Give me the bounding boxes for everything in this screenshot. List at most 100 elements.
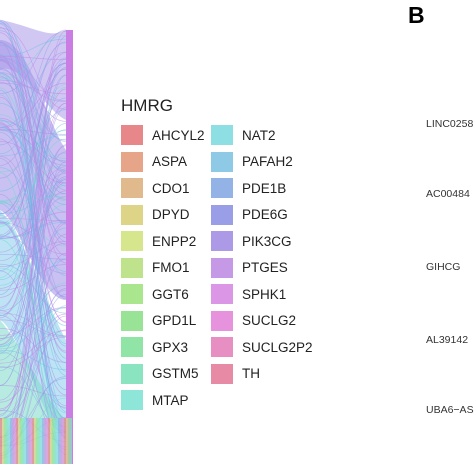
flow-line [0, 59, 67, 225]
legend-swatch [211, 363, 233, 384]
legend-swatch [211, 125, 233, 146]
flow-line [0, 23, 67, 359]
legend-item: SUCLG2P2 [211, 334, 313, 361]
legend-item: PAFAH2 [211, 149, 313, 176]
legend-label: PAFAH2 [242, 154, 293, 170]
stratum-stripe [68, 418, 70, 464]
stratum-stripe [64, 418, 66, 464]
legend-label: PDE6G [242, 207, 288, 223]
legend-swatch [211, 337, 233, 358]
panel-b-y-label-3: GIHCG [426, 261, 461, 273]
legend-swatch [121, 337, 143, 358]
flow-line [0, 167, 67, 272]
legend-label: ASPA [152, 154, 188, 170]
legend-title: HMRG [121, 96, 173, 115]
flow-line [0, 76, 67, 172]
flow-line [0, 27, 67, 110]
flow-line [0, 319, 67, 338]
flow-line [0, 72, 67, 141]
legend-label: CDO1 [152, 180, 190, 196]
stratum-stripe [2, 418, 4, 464]
legend-swatch [211, 231, 233, 252]
flow-line [0, 196, 67, 203]
legend-item: GPX3 [121, 334, 205, 361]
flow-line [0, 194, 67, 396]
legend-item: CDO1 [121, 175, 205, 202]
flow-line [0, 58, 67, 354]
legend-label: AHCYL2 [152, 127, 205, 143]
legend-swatch [121, 178, 143, 199]
flow-line [0, 173, 67, 262]
legend-swatch [211, 151, 233, 172]
legend-label: NAT2 [242, 127, 276, 143]
legend-swatch [121, 151, 143, 172]
panel-b-label: B [408, 2, 425, 28]
legend-item: AHCYL2 [121, 122, 205, 149]
legend-column-1: AHCYL2 ASPA CDO1 DPYD ENPP2 FMO1 GGT6 GPD1L GPX3… [121, 122, 205, 414]
legend-swatch [121, 231, 143, 252]
legend-item: FMO1 [121, 255, 205, 282]
stratum-stripe [12, 418, 14, 464]
legend-item: PDE1B [211, 175, 313, 202]
legend-item: SUCLG2 [211, 308, 313, 335]
flow-line [0, 120, 67, 159]
stratum-stripe [8, 418, 10, 464]
flow-line [0, 29, 67, 146]
flow-line [0, 30, 67, 171]
legend-item: DPYD [121, 202, 205, 229]
flow-line [0, 155, 67, 298]
flow-line [0, 330, 67, 364]
flow-line [0, 89, 67, 430]
legend-label: FMO1 [152, 260, 190, 276]
legend-item: SPHK1 [211, 281, 313, 308]
flow-line [0, 312, 67, 337]
legend-label: DPYD [152, 207, 190, 223]
stratum-stripe [40, 418, 42, 464]
flow-line [0, 35, 67, 80]
stratum-stripe [26, 418, 28, 464]
flow-line [0, 329, 67, 419]
legend-item: PDE6G [211, 202, 313, 229]
flow-line [0, 201, 67, 326]
flow-line [0, 56, 67, 61]
legend-item: GGT6 [121, 281, 205, 308]
stratum-stripe [60, 418, 62, 464]
legend-swatch [211, 257, 233, 278]
flow-line [0, 349, 67, 370]
legend-item: ASPA [121, 149, 205, 176]
stratum-stripe [66, 418, 68, 464]
legend-label: ENPP2 [152, 233, 197, 249]
legend-label: GPX3 [152, 339, 189, 355]
flow-line [0, 289, 67, 420]
flow-line [0, 119, 67, 276]
stratum-stripe [52, 418, 54, 464]
legend-item: MTAP [121, 387, 205, 414]
stratum-stripe [14, 418, 16, 464]
stratum-stripe [6, 418, 8, 464]
stratum-stripe [62, 418, 64, 464]
legend-swatch [211, 310, 233, 331]
stratum-stripe [30, 418, 32, 464]
legend-label: GPD1L [152, 313, 197, 329]
legend-item: TH [211, 361, 313, 388]
stratum-stripe [38, 418, 40, 464]
stratum-stripe [46, 418, 48, 464]
flow-line [0, 128, 67, 135]
flow-line [0, 60, 67, 246]
flow-line [0, 328, 67, 363]
stratum-stripe [0, 418, 2, 464]
flow-line [0, 202, 67, 247]
legend-swatch [121, 310, 143, 331]
stratum-stripe [54, 418, 56, 464]
panel-b-y-label-2: AC00484 [426, 188, 470, 200]
flow-line [0, 69, 67, 173]
flow-line [0, 51, 67, 128]
legend-swatch [121, 390, 143, 411]
legend-item: PIK3CG [211, 228, 313, 255]
stratum-stripe [56, 418, 58, 464]
flow-line [0, 109, 67, 192]
flow-line [0, 179, 67, 281]
legend-label: PIK3CG [242, 233, 292, 249]
stratum-stripe [24, 418, 26, 464]
